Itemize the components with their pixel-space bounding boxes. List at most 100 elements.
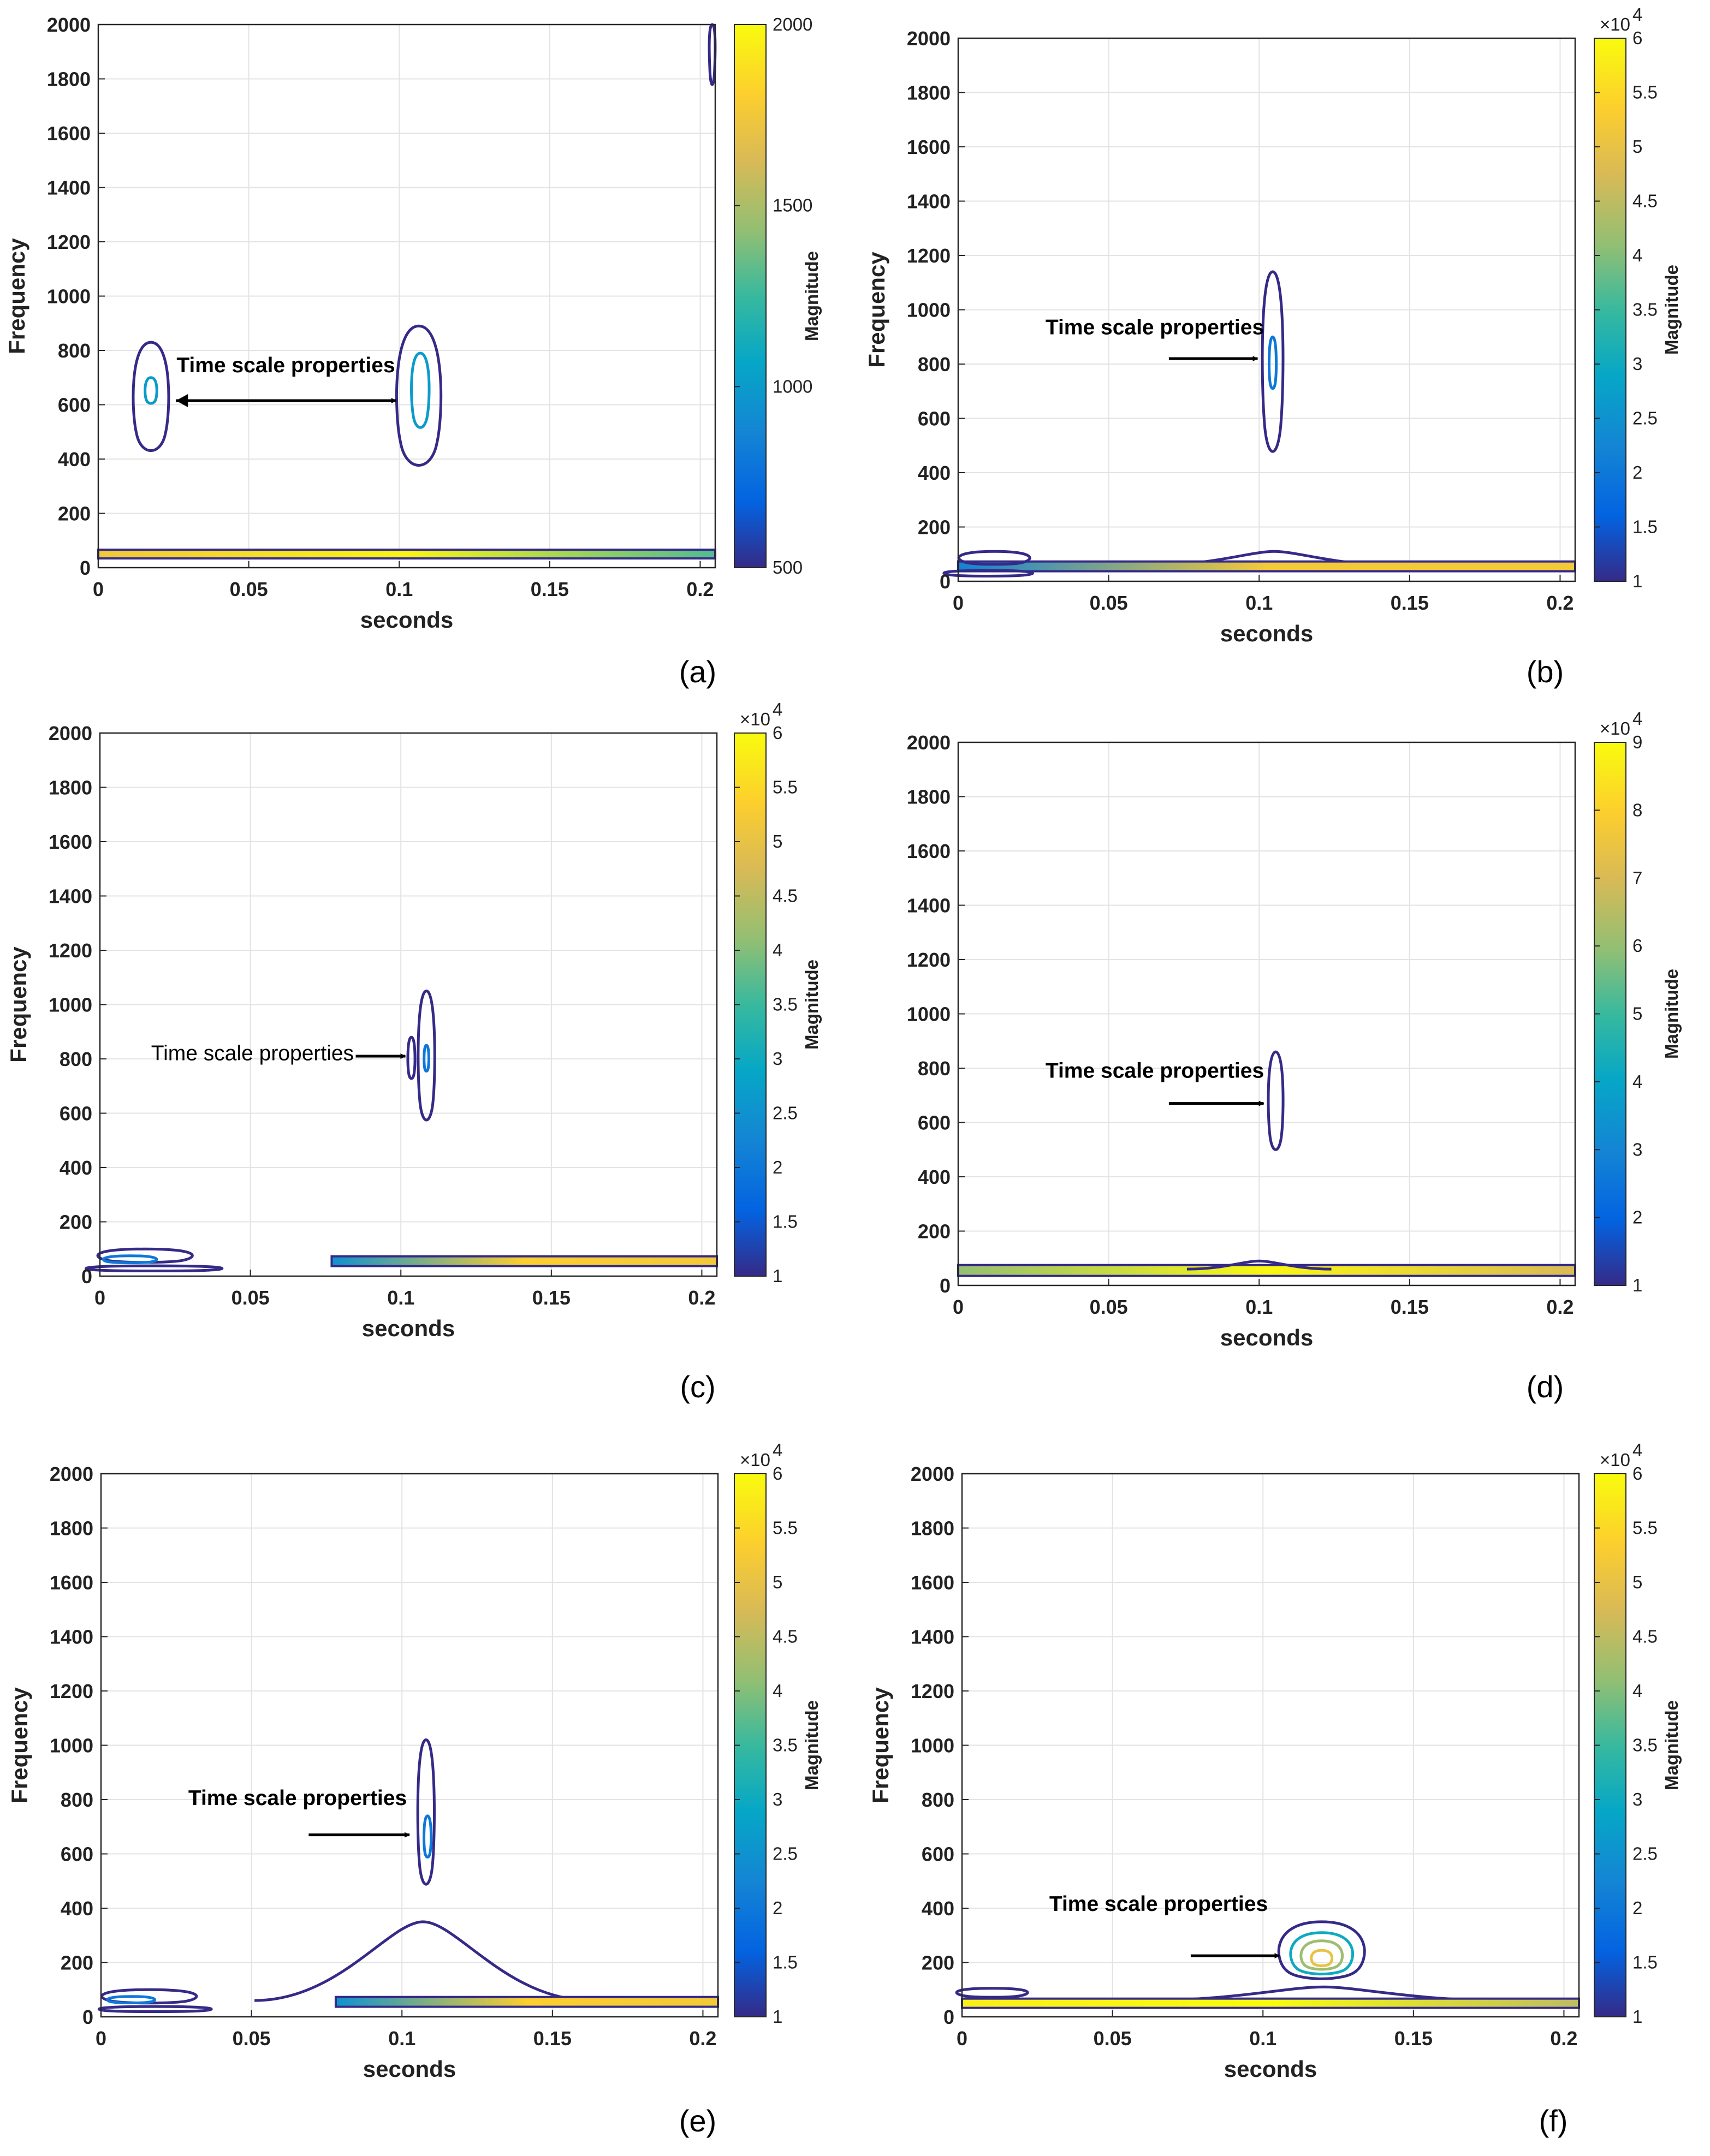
colorbar-tick-label: 5 xyxy=(1632,1004,1642,1024)
colorbar-tick-label: 3.5 xyxy=(773,994,798,1015)
x-tick-label: 0.1 xyxy=(1249,2027,1276,2050)
y-tick-label: 200 xyxy=(918,1220,951,1243)
contour-band xyxy=(98,550,715,559)
x-tick-label: 0.15 xyxy=(1394,2027,1433,2050)
y-tick-label: 0 xyxy=(80,557,91,579)
y-tick-label: 1200 xyxy=(49,939,92,962)
colorbar-exponent-power: 4 xyxy=(773,1440,782,1460)
colorbar-tick-label: 500 xyxy=(773,557,803,577)
annotation-text: Time scale properties xyxy=(188,1786,407,1810)
colorbar-tick-label: 6 xyxy=(1632,936,1642,956)
colorbar-tick-label: 4.5 xyxy=(1632,1627,1658,1647)
y-tick-label: 1600 xyxy=(50,1571,93,1594)
y-tick-label: 1200 xyxy=(911,1680,954,1702)
colorbar-tick-label: 3.5 xyxy=(773,1735,798,1755)
contour-line xyxy=(1299,1939,1344,1971)
x-tick-label: 0.05 xyxy=(1094,2027,1132,2050)
y-tick-label: 1200 xyxy=(907,949,951,971)
contour-line xyxy=(97,2005,213,2014)
x-tick-label: 0.2 xyxy=(1546,592,1574,614)
x-tick-label: 0 xyxy=(94,1287,105,1309)
colorbar-exponent-power: 4 xyxy=(1632,4,1642,25)
colorbar-tick-label: 5 xyxy=(773,831,782,851)
colorbar-tick-label: 4 xyxy=(1632,245,1642,265)
colorbar-tick-label: 3 xyxy=(1632,1789,1642,1809)
contour-line xyxy=(395,324,443,467)
annotation-text: Time scale properties xyxy=(151,1041,354,1065)
colorbar-tick-label: 2.5 xyxy=(773,1844,798,1864)
annotation-text: Time scale properties xyxy=(1049,1892,1268,1916)
colorbar-tick-label: 5 xyxy=(1632,1572,1642,1592)
colorbar-exponent: ×10 xyxy=(1600,14,1630,34)
x-tick-label: 0.2 xyxy=(689,2027,716,2050)
y-tick-label: 1800 xyxy=(47,68,91,91)
colorbar-label: Magnitude xyxy=(801,1700,822,1790)
colorbar-label: Magnitude xyxy=(801,251,822,341)
x-tick-label: 0.1 xyxy=(1245,592,1273,614)
contour-line xyxy=(955,1987,1029,1999)
x-axis-label: seconds xyxy=(363,2056,456,2082)
panel-label: (d) xyxy=(1527,1369,1564,1404)
colorbar-tick-label: 2 xyxy=(1632,1207,1642,1228)
colorbar-tick-label: 1.5 xyxy=(773,1952,798,1973)
y-tick-label: 1200 xyxy=(47,231,91,253)
x-tick-label: 0.05 xyxy=(1090,592,1128,614)
x-tick-label: 0.15 xyxy=(1391,592,1429,614)
y-tick-label: 0 xyxy=(940,1274,951,1297)
y-tick-label: 0 xyxy=(940,570,951,593)
y-tick-label: 0 xyxy=(82,2006,93,2028)
panel-c: 0 0.05 0.1 0.15 0.2 0 200 400 600 800 1000 1200 1400… xyxy=(5,699,822,1404)
x-tick-label: 0 xyxy=(93,578,104,600)
y-tick-label: 1400 xyxy=(907,895,951,917)
y-tick-label: 200 xyxy=(61,1952,93,1974)
contour-line xyxy=(1186,1259,1332,1271)
y-axis-label: Frequency xyxy=(864,252,889,368)
contour-band xyxy=(958,561,1575,571)
y-tick-label: 400 xyxy=(58,448,91,470)
y-tick-label: 600 xyxy=(918,408,951,430)
colorbar-tick-label: 3 xyxy=(773,1789,782,1809)
colorbar xyxy=(734,24,767,568)
contour-line xyxy=(423,1814,433,1859)
contour-line xyxy=(417,990,436,1122)
y-tick-label: 800 xyxy=(61,1789,93,1811)
colorbar-tick-label: 1500 xyxy=(773,195,812,216)
colorbar-tick-label: 3 xyxy=(1632,354,1642,374)
colorbar-tick-label: 5 xyxy=(773,1572,782,1592)
y-tick-label: 800 xyxy=(58,340,91,362)
panel-e: 0 0.05 0.1 0.15 0.2 0 200 400 600 800 1000 1200 1400… xyxy=(7,1440,822,2138)
y-tick-label: 600 xyxy=(918,1112,951,1134)
contour-line xyxy=(957,550,1031,566)
y-tick-label: 200 xyxy=(58,503,91,525)
contour-line xyxy=(132,341,170,452)
colorbar-exponent: ×10 xyxy=(1600,1450,1630,1470)
y-tick-label: 2000 xyxy=(49,722,92,745)
x-axis-label: seconds xyxy=(362,1315,455,1341)
colorbar-tick-label: 5 xyxy=(1632,136,1642,157)
y-tick-label: 1600 xyxy=(907,840,951,862)
y-tick-label: 1600 xyxy=(907,136,951,158)
y-tick-label: 200 xyxy=(922,1952,954,1974)
colorbar-exponent-power: 4 xyxy=(1632,1440,1642,1460)
panel-label: (f) xyxy=(1539,2104,1568,2138)
colorbar-tick-label: 2 xyxy=(773,1898,782,1918)
y-tick-label: 1800 xyxy=(907,82,951,104)
x-tick-label: 0.05 xyxy=(233,2027,271,2050)
contour-line xyxy=(1142,1985,1504,2002)
y-axis-label: Frequency xyxy=(7,1687,32,1803)
annotation-text: Time scale properties xyxy=(176,354,395,377)
colorbar-tick-label: 2.5 xyxy=(1632,1844,1658,1864)
x-tick-label: 0.2 xyxy=(1550,2027,1577,2050)
y-tick-label: 1200 xyxy=(50,1680,93,1702)
colorbar-tick-label: 3.5 xyxy=(1632,1735,1658,1755)
panel-label: (b) xyxy=(1527,654,1564,689)
y-tick-label: 400 xyxy=(60,1157,92,1179)
y-tick-label: 1600 xyxy=(47,122,91,145)
panel-a: 0 0.05 0.1 0.15 0.2 0 200 400 600 800 1000 1200 1400… xyxy=(4,14,822,689)
y-tick-label: 800 xyxy=(922,1789,954,1811)
y-tick-label: 1000 xyxy=(47,285,91,308)
y-tick-label: 1000 xyxy=(49,994,92,1016)
x-tick-label: 0.15 xyxy=(1391,1296,1429,1318)
annotation-text: Time scale properties xyxy=(1046,315,1264,339)
colorbar-label: Magnitude xyxy=(1661,265,1682,355)
